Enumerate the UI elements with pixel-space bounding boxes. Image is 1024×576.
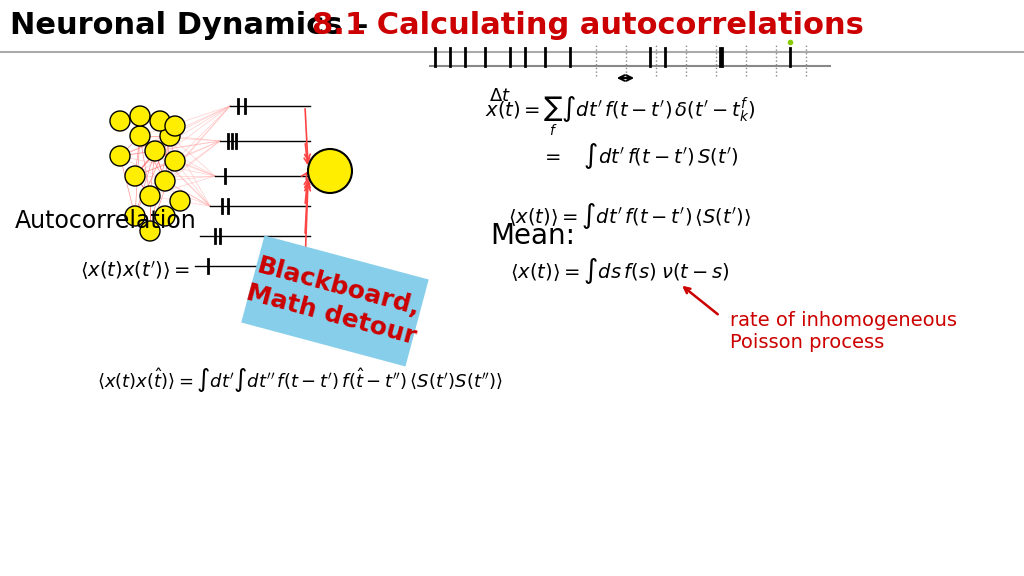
- Text: rate of inhomogeneous
Poisson process: rate of inhomogeneous Poisson process: [730, 310, 957, 351]
- Circle shape: [130, 126, 150, 146]
- Circle shape: [165, 151, 185, 171]
- Text: $\langle x(t)x(\hat{t})\rangle = \int dt'\int dt''\, f(t-t')\, f(\hat{t}-t'')\,\: $\langle x(t)x(\hat{t})\rangle = \int dt…: [97, 366, 503, 395]
- Circle shape: [145, 141, 165, 161]
- Text: $\langle x(t)x(t')\rangle =$: $\langle x(t)x(t')\rangle =$: [80, 260, 189, 282]
- Circle shape: [140, 186, 160, 206]
- Circle shape: [125, 166, 145, 186]
- Bar: [0, 0, 1024, 52]
- Text: $= \quad \int dt'\, f(t-t')\, S(t')$: $= \quad \int dt'\, f(t-t')\, S(t')$: [542, 141, 738, 171]
- Circle shape: [130, 106, 150, 126]
- Text: $\langle x(t)\rangle = \int ds\, f(s)\; \nu(t-s)$: $\langle x(t)\rangle = \int ds\, f(s)\; …: [510, 256, 730, 286]
- FancyBboxPatch shape: [242, 236, 429, 366]
- Circle shape: [110, 111, 130, 131]
- Text: Blackboard,
Math detour: Blackboard, Math detour: [244, 253, 426, 348]
- Circle shape: [155, 171, 175, 191]
- Circle shape: [140, 221, 160, 241]
- Text: Autocorrelation: Autocorrelation: [15, 209, 197, 233]
- Circle shape: [125, 206, 145, 226]
- Text: $\Delta t$: $\Delta t$: [489, 87, 511, 105]
- Circle shape: [160, 126, 180, 146]
- Circle shape: [110, 146, 130, 166]
- Circle shape: [165, 116, 185, 136]
- Circle shape: [150, 111, 170, 131]
- Text: $x(t) = \sum_f\int dt'\, f(t-t')\,\delta(t'-t_k^f)$: $x(t) = \sum_f\int dt'\, f(t-t')\,\delta…: [484, 94, 756, 138]
- Text: Neuronal Dynamics –: Neuronal Dynamics –: [10, 12, 379, 40]
- Circle shape: [170, 191, 190, 211]
- Text: 8.1 Calculating autocorrelations: 8.1 Calculating autocorrelations: [312, 12, 864, 40]
- Circle shape: [155, 206, 175, 226]
- Text: Mean:: Mean:: [489, 222, 574, 250]
- Circle shape: [308, 149, 352, 193]
- Text: $\langle x(t)\rangle = \int dt'\, f(t-t')\,\langle S(t')\rangle$: $\langle x(t)\rangle = \int dt'\, f(t-t'…: [508, 201, 752, 231]
